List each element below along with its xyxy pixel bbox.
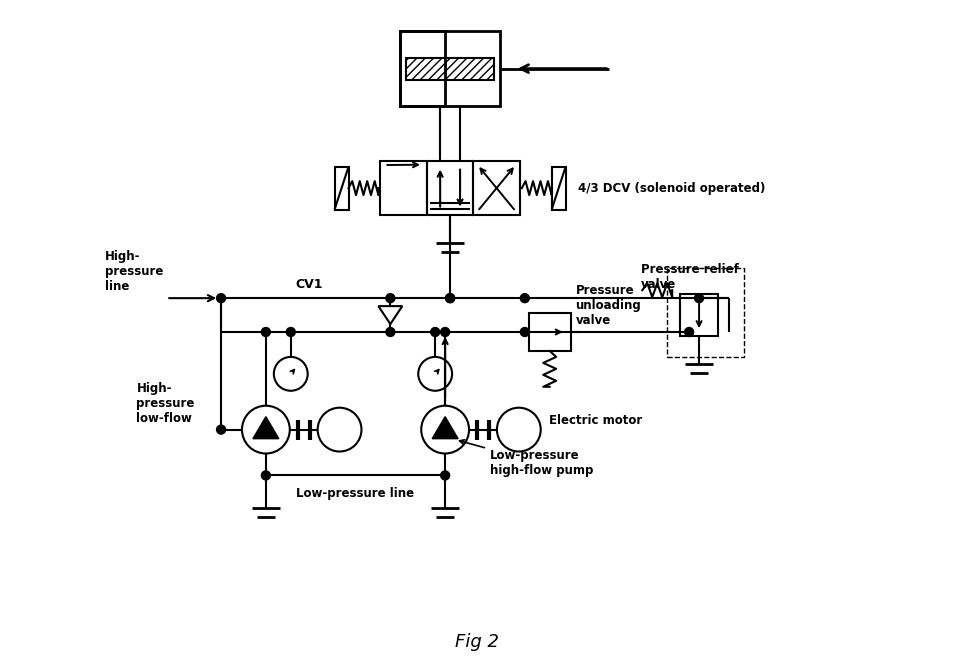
Circle shape bbox=[216, 293, 225, 303]
Circle shape bbox=[261, 328, 270, 336]
Circle shape bbox=[385, 293, 395, 303]
Text: CV1: CV1 bbox=[295, 278, 323, 291]
Bar bbox=[380, 161, 426, 216]
Circle shape bbox=[430, 328, 439, 336]
Circle shape bbox=[445, 293, 455, 303]
Text: 4/3 DCV (solenoid operated): 4/3 DCV (solenoid operated) bbox=[577, 182, 764, 194]
Circle shape bbox=[216, 425, 225, 434]
Circle shape bbox=[684, 328, 693, 336]
Bar bbox=[679, 294, 718, 336]
Bar bbox=[666, 268, 743, 357]
Circle shape bbox=[519, 293, 529, 303]
Circle shape bbox=[421, 406, 469, 454]
Text: Low-pressure
high-flow pump: Low-pressure high-flow pump bbox=[459, 440, 593, 478]
Circle shape bbox=[385, 328, 395, 336]
Bar bbox=[406, 58, 494, 80]
Circle shape bbox=[286, 328, 294, 336]
Bar bbox=[551, 167, 565, 210]
Bar bbox=[335, 167, 348, 210]
Circle shape bbox=[317, 408, 361, 452]
Bar bbox=[473, 161, 519, 216]
Text: High-
pressure
line: High- pressure line bbox=[105, 250, 163, 293]
Polygon shape bbox=[432, 417, 457, 439]
Bar bbox=[400, 31, 445, 106]
Circle shape bbox=[274, 357, 308, 391]
Text: Electric motor: Electric motor bbox=[548, 413, 641, 427]
Polygon shape bbox=[253, 417, 278, 439]
Bar bbox=[426, 161, 473, 216]
Circle shape bbox=[417, 357, 452, 391]
Circle shape bbox=[242, 406, 290, 454]
Circle shape bbox=[440, 328, 449, 336]
Circle shape bbox=[694, 293, 702, 303]
Polygon shape bbox=[378, 306, 402, 324]
Circle shape bbox=[445, 293, 455, 303]
Circle shape bbox=[261, 471, 270, 480]
Text: Pressure relief
valve: Pressure relief valve bbox=[640, 263, 739, 291]
Text: High-
pressure
low-flow: High- pressure low-flow bbox=[136, 382, 194, 425]
Circle shape bbox=[440, 471, 449, 480]
Text: Fig 2: Fig 2 bbox=[455, 632, 498, 651]
Bar bbox=[528, 313, 570, 351]
Circle shape bbox=[519, 328, 529, 336]
Circle shape bbox=[497, 408, 540, 452]
Text: Low-pressure line: Low-pressure line bbox=[296, 487, 415, 500]
Bar bbox=[400, 31, 499, 106]
Text: Pressure
unloading
valve: Pressure unloading valve bbox=[575, 284, 640, 327]
